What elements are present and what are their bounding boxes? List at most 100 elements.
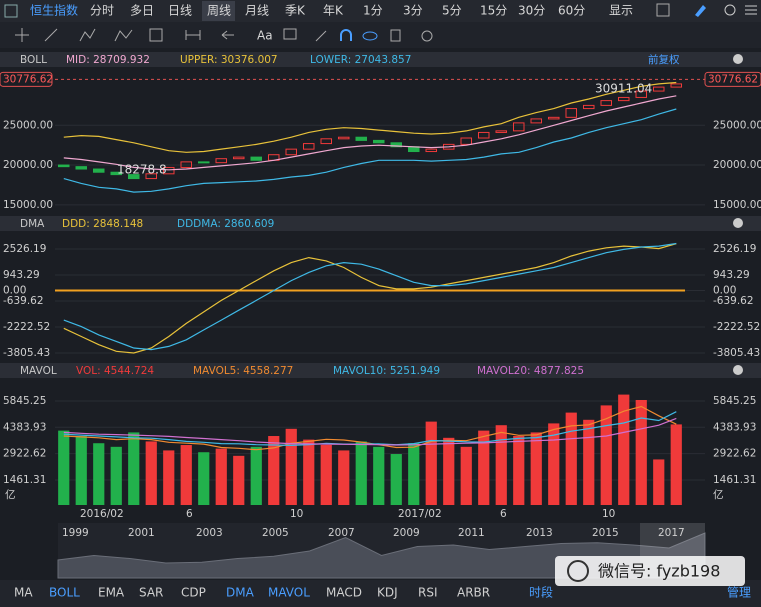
close-button[interactable]: [733, 218, 743, 228]
indicator-tab[interactable]: KDJ: [377, 586, 398, 600]
polyline-tool[interactable]: [79, 28, 96, 42]
volume-bar: [163, 450, 175, 505]
y-tick-label-left: 20000.00: [3, 159, 53, 171]
visible-tool[interactable]: [362, 31, 378, 41]
overview-year: 2005: [262, 527, 289, 539]
settings-icon[interactable]: [724, 4, 736, 16]
volume-bar: [215, 448, 227, 505]
period-button[interactable]: 分时: [90, 4, 114, 18]
volume-bar: [460, 446, 472, 505]
wave-tool[interactable]: [114, 29, 133, 42]
indicator-tab[interactable]: MAVOL: [268, 586, 310, 600]
x-tick-label: 10: [602, 508, 615, 520]
x-tick-label: 2017/02: [398, 508, 442, 520]
indicator-tab[interactable]: DMA: [226, 586, 255, 600]
selected-period: [202, 1, 235, 21]
pen-icon[interactable]: [695, 5, 706, 17]
volume-bar: [303, 439, 315, 505]
close-button[interactable]: [733, 365, 743, 375]
indicator-tab[interactable]: BOLL: [49, 586, 80, 600]
candle: [58, 164, 70, 168]
period-button[interactable]: 1分: [363, 4, 383, 18]
volume-bar: [478, 430, 490, 505]
candle: [355, 136, 367, 141]
candle: [128, 174, 140, 180]
max-label: 30911.04: [595, 82, 652, 96]
period-button[interactable]: 年K: [323, 4, 344, 18]
x-tick-label: 6: [186, 508, 193, 520]
indicator-value: LOWER: 27043.857: [310, 54, 411, 66]
measure-tool[interactable]: [185, 30, 201, 40]
indicator-tab[interactable]: 时段: [529, 585, 553, 600]
x-axis-strip: [0, 505, 761, 523]
x-tick-label: 6: [500, 508, 507, 520]
last-price-label: 30776.62: [3, 73, 53, 85]
candle: [93, 168, 105, 173]
volume-bar: [180, 445, 192, 505]
indicator-value: DDD: 2848.148: [62, 218, 143, 230]
volume-bar: [128, 432, 140, 505]
period-button[interactable]: 月线: [245, 4, 269, 18]
text-tool[interactable]: Aa: [257, 29, 273, 43]
panel-header: [0, 363, 761, 378]
candle: [215, 158, 227, 164]
candle: [285, 148, 297, 156]
volume-bar: [145, 441, 157, 505]
indicator-tab[interactable]: 管理: [727, 585, 751, 600]
indicator-value: VOL: 4544.724: [76, 365, 154, 377]
indicator-tab[interactable]: RSI: [418, 586, 438, 600]
period-button[interactable]: 30分: [518, 4, 545, 18]
overview-area: [57, 532, 706, 579]
period-button[interactable]: 15分: [480, 4, 507, 18]
period-button[interactable]: 多日: [130, 4, 154, 18]
last-price-box: [0, 71, 53, 87]
crosshair-tool[interactable]: [15, 28, 29, 42]
period-button[interactable]: 周线: [207, 4, 231, 18]
candle: [390, 142, 402, 148]
magnet-tool[interactable]: [340, 29, 352, 41]
note-tool[interactable]: [283, 28, 297, 40]
volume-bar: [618, 394, 630, 505]
list-icon[interactable]: [745, 5, 757, 15]
indicator-tab[interactable]: EMA: [98, 586, 125, 600]
indicator-tab[interactable]: MACD: [326, 586, 362, 600]
volume-bar: [425, 421, 437, 505]
candle: [145, 173, 157, 180]
period-button[interactable]: 季K: [285, 4, 306, 18]
volume-bar: [268, 436, 280, 505]
y-tick-label-right: 15000.00: [713, 199, 761, 211]
panel-area: [0, 231, 761, 360]
back-tool[interactable]: [221, 30, 234, 40]
y-tick-label-left: 5845.25: [3, 395, 46, 407]
close-button[interactable]: [733, 54, 743, 64]
erase-tool[interactable]: [315, 30, 327, 42]
indicator-tab[interactable]: ARBR: [457, 586, 490, 600]
index-name[interactable]: 恒生指数: [30, 3, 78, 18]
line-tool[interactable]: [44, 28, 58, 42]
indicator-line: [63, 108, 677, 193]
y-tick-label-left: 2526.19: [3, 243, 46, 255]
indicator-value: UPPER: 30376.007: [180, 54, 278, 66]
volume-bar: [355, 441, 367, 505]
period-button[interactable]: 5分: [442, 4, 462, 18]
unit-right: 亿: [713, 488, 724, 501]
indicator-tab[interactable]: SAR: [139, 586, 163, 600]
lock-tool[interactable]: [421, 30, 433, 42]
indicator-line: [63, 243, 677, 354]
display-menu[interactable]: 显示: [609, 4, 633, 18]
checkbox[interactable]: [656, 3, 670, 17]
delete-tool[interactable]: [390, 29, 401, 42]
indicator-tab[interactable]: MA: [14, 586, 33, 600]
volume-bar: [58, 430, 70, 505]
volume-bar: [653, 459, 665, 505]
period-button[interactable]: 日线: [168, 4, 192, 18]
indicator-tab[interactable]: CDP: [181, 586, 206, 600]
fib-tool[interactable]: [149, 28, 163, 42]
volume-bar: [565, 412, 577, 505]
menu-icon[interactable]: [4, 4, 18, 18]
candle: [163, 166, 175, 175]
period-button[interactable]: 3分: [403, 4, 423, 18]
period-button[interactable]: 60分: [558, 4, 585, 18]
x-tick-label: 2016/02: [80, 508, 124, 520]
